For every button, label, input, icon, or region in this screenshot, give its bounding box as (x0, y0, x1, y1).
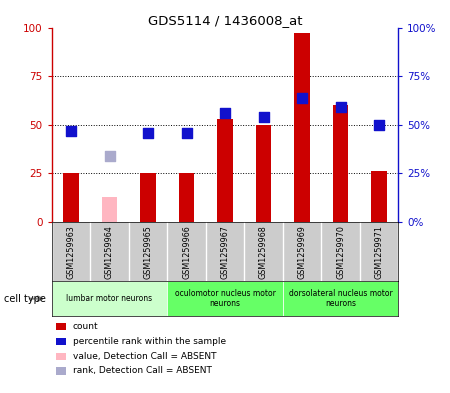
Text: dorsolateral nucleus motor
neurons: dorsolateral nucleus motor neurons (288, 289, 392, 309)
Point (183, 129, 190, 136)
Point (375, 122, 382, 128)
Text: lumbar motor neurons: lumbar motor neurons (67, 294, 153, 303)
Text: GSM1259966: GSM1259966 (182, 225, 191, 279)
Bar (294, 33, 310, 222)
Point (144, 129, 152, 136)
Text: GSM1259968: GSM1259968 (259, 225, 268, 279)
Bar (217, 119, 233, 222)
Text: percentile rank within the sample: percentile rank within the sample (73, 337, 226, 345)
Text: GSM1259964: GSM1259964 (105, 225, 114, 279)
Bar (140, 173, 156, 222)
Text: oculomotor nucleus motor
neurons: oculomotor nucleus motor neurons (175, 289, 275, 309)
Text: value, Detection Call = ABSENT: value, Detection Call = ABSENT (73, 352, 216, 360)
Point (260, 114, 267, 120)
Point (298, 94, 306, 101)
Bar (371, 171, 387, 222)
Point (221, 110, 229, 116)
Point (106, 153, 113, 159)
Bar (167, 281, 283, 316)
Text: GSM1259971: GSM1259971 (374, 225, 383, 279)
Bar (102, 197, 117, 222)
Bar (63, 173, 79, 222)
Bar (52, 281, 167, 316)
Text: GSM1259965: GSM1259965 (144, 225, 153, 279)
Bar (333, 105, 348, 222)
Text: rank, Detection Call = ABSENT: rank, Detection Call = ABSENT (73, 367, 212, 375)
Point (68, 127, 75, 134)
Text: GSM1259963: GSM1259963 (67, 225, 76, 279)
Point (337, 104, 344, 110)
Text: GSM1259969: GSM1259969 (297, 225, 306, 279)
Text: count: count (73, 322, 99, 331)
Bar (283, 281, 398, 316)
Bar (179, 173, 194, 222)
Text: GDS5114 / 1436008_at: GDS5114 / 1436008_at (148, 14, 302, 27)
Text: cell type: cell type (4, 294, 46, 304)
Bar (256, 125, 271, 222)
Text: GSM1259967: GSM1259967 (220, 225, 230, 279)
Text: GSM1259970: GSM1259970 (336, 225, 345, 279)
